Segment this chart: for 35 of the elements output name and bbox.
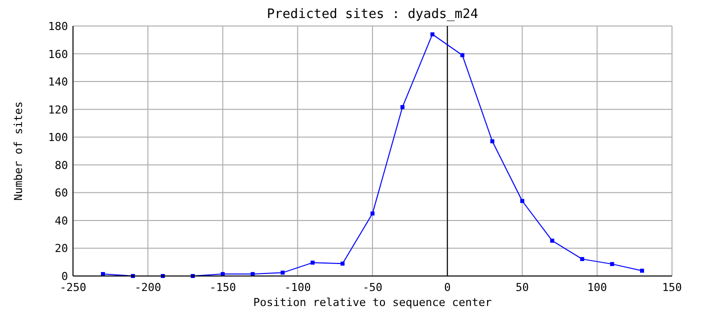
y-tick-label: 20 xyxy=(54,242,68,256)
x-axis-title: Position relative to sequence center xyxy=(253,296,492,309)
point xyxy=(610,262,614,266)
x-tick-label: -200 xyxy=(134,281,162,294)
x-tick-label: -250 xyxy=(60,281,86,294)
y-tick-label: 40 xyxy=(54,214,68,228)
point xyxy=(520,199,524,203)
y-tick-label: 0 xyxy=(61,270,68,283)
x-tick-label: 50 xyxy=(516,281,529,294)
point xyxy=(550,238,554,243)
y-tick-label: 160 xyxy=(48,48,68,61)
y-tick-label: 120 xyxy=(48,103,68,116)
y-tick-label: 80 xyxy=(54,158,68,172)
point xyxy=(460,53,464,58)
y-tick-label: 140 xyxy=(48,76,68,89)
point xyxy=(310,260,315,265)
point xyxy=(640,268,644,273)
point xyxy=(400,105,404,110)
point xyxy=(430,32,434,36)
point xyxy=(490,139,494,144)
x-tick-label: -50 xyxy=(362,281,382,294)
x-tick-label: 150 xyxy=(662,281,682,294)
y-tick-label: 60 xyxy=(54,186,68,200)
point xyxy=(370,212,374,216)
point xyxy=(340,262,345,266)
y-axis-title: Number of sites xyxy=(12,101,25,201)
x-tick-label: 100 xyxy=(587,281,608,294)
y-tick-label: 180 xyxy=(48,20,68,33)
chart-title: Predicted sites : dyads_m24 xyxy=(266,7,478,22)
point xyxy=(280,270,285,275)
x-tick-label: 0 xyxy=(444,281,451,294)
x-tick-label: -100 xyxy=(284,281,311,294)
y-tick-label: 100 xyxy=(48,131,68,144)
point xyxy=(580,257,584,262)
x-tick-label: -150 xyxy=(210,281,236,294)
